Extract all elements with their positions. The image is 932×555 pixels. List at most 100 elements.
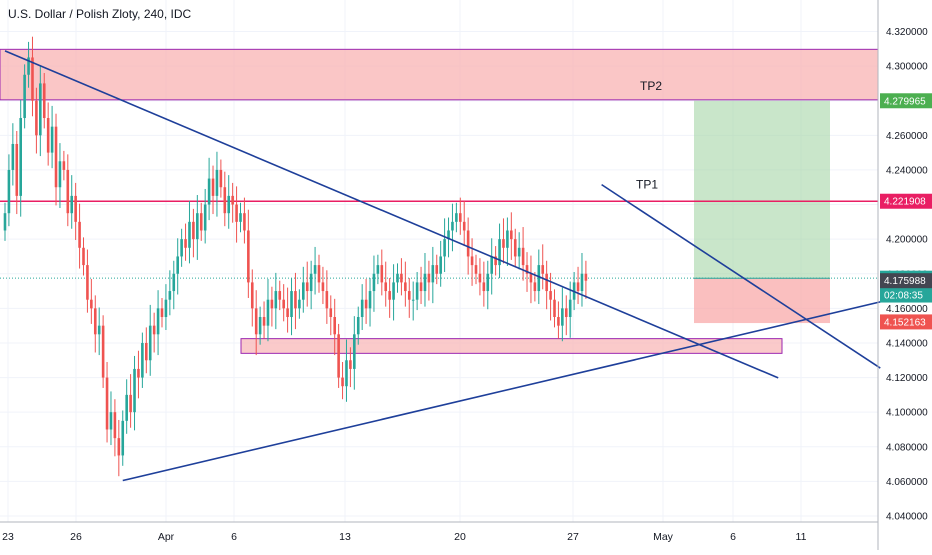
y-tick-label: 4.140000 <box>886 338 928 349</box>
candle-body <box>576 282 580 292</box>
candle-body <box>258 317 262 335</box>
candle-body <box>11 143 15 170</box>
candle-body <box>86 265 89 300</box>
price-label-box <box>880 193 932 209</box>
candle-body <box>176 256 179 274</box>
candle-body <box>180 239 183 257</box>
candle-body <box>54 126 58 188</box>
candle-body <box>290 291 293 318</box>
candle-body <box>349 360 352 369</box>
candle-body <box>313 265 317 274</box>
candle-body <box>274 291 278 309</box>
candle-body <box>93 308 97 335</box>
candle-body <box>392 282 395 300</box>
candle-body <box>125 394 128 421</box>
candle-body <box>506 230 509 248</box>
price-label-box <box>880 93 932 109</box>
candle-body <box>568 299 572 318</box>
candle-body <box>137 368 140 378</box>
candle-body <box>309 273 313 292</box>
candle-body <box>407 291 411 300</box>
y-tick-label: 4.080000 <box>886 442 928 453</box>
x-tick-label: 13 <box>339 531 351 543</box>
tp2-label: TP2 <box>640 79 662 93</box>
tp1-label: TP1 <box>636 178 658 192</box>
candle-body <box>270 299 274 309</box>
candle-body <box>35 100 38 136</box>
candle-body <box>427 273 431 283</box>
candle-body <box>156 308 160 335</box>
candle-body <box>203 204 207 231</box>
candle-body <box>70 195 74 214</box>
descending-trendline-main <box>4 50 779 379</box>
candle-body <box>333 317 336 335</box>
x-tick-label: May <box>653 531 674 543</box>
y-tick-label: 4.300000 <box>886 62 928 73</box>
zones <box>0 48 879 354</box>
candle-body <box>384 282 388 292</box>
candle-body <box>533 282 537 292</box>
candle-body <box>199 213 203 231</box>
candle-body <box>82 247 85 266</box>
candle-body <box>341 377 344 387</box>
candle-body <box>360 299 364 318</box>
candle-body <box>243 213 246 231</box>
candle-body <box>23 74 26 119</box>
candle-body <box>117 438 121 456</box>
candle-body <box>447 230 450 240</box>
candle-body <box>266 299 270 326</box>
candle-body <box>46 118 50 153</box>
ascending-trendline <box>122 288 932 482</box>
candle-body <box>74 195 77 222</box>
x-tick-label: 6 <box>231 531 237 543</box>
candle-body <box>423 273 427 292</box>
candle-body <box>152 325 156 335</box>
candle-body <box>302 282 305 300</box>
candle-body <box>510 230 513 240</box>
candle-body <box>541 265 545 274</box>
candle-body <box>482 282 486 292</box>
candle-body <box>129 394 132 413</box>
y-tick-label: 4.060000 <box>886 477 928 488</box>
candle-body <box>400 273 403 283</box>
trendlines <box>4 50 932 482</box>
x-tick-label: 23 <box>2 531 14 543</box>
candle-body <box>223 187 227 214</box>
candle-body <box>254 308 258 335</box>
candle-body <box>172 273 176 292</box>
candle-body <box>494 256 497 266</box>
candle-body <box>537 265 541 292</box>
candle-body <box>50 126 54 153</box>
candle-body <box>435 265 439 274</box>
candle-body <box>113 412 117 439</box>
x-tick-label: 6 <box>730 531 736 543</box>
candle-body <box>545 273 548 292</box>
candle-body <box>431 265 435 283</box>
candle-body <box>325 291 329 309</box>
y-tick-label: 4.100000 <box>886 408 928 419</box>
candle-body <box>321 282 325 292</box>
candle-body <box>31 57 34 101</box>
candle-body <box>498 239 501 266</box>
candle-body <box>121 420 125 456</box>
y-tick-label: 4.160000 <box>886 304 928 315</box>
price-label-text: 4.152163 <box>884 317 926 328</box>
candle-body <box>227 195 231 214</box>
price-label-box <box>880 314 932 330</box>
candle-body <box>286 308 289 318</box>
stop-zone <box>694 278 830 324</box>
candle-body <box>419 282 423 292</box>
y-tick-label: 4.260000 <box>886 131 928 142</box>
support-zone <box>240 338 783 354</box>
candle-body <box>466 230 470 257</box>
x-tick-label: 20 <box>454 531 466 543</box>
candle-body <box>345 360 348 387</box>
candle-body <box>517 247 521 257</box>
candle-body <box>211 178 215 196</box>
candle-body <box>294 291 297 309</box>
price-label-text: 4.279965 <box>884 96 926 107</box>
candle-body <box>207 178 211 205</box>
candle-body <box>148 325 152 361</box>
resistance-zone <box>0 48 879 101</box>
